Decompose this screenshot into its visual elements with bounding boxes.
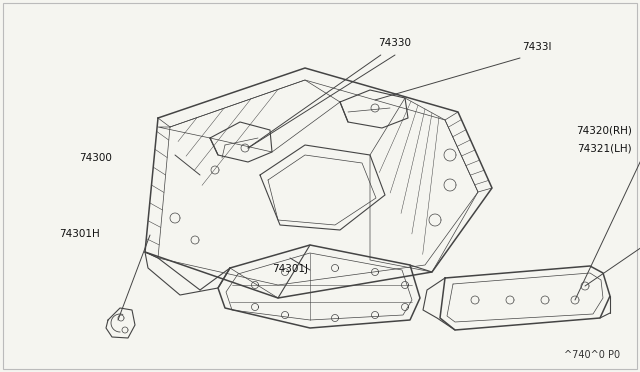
Text: 7433I: 7433I (522, 42, 552, 52)
Text: 74300: 74300 (79, 153, 112, 163)
Text: ^740^0 P0: ^740^0 P0 (564, 350, 620, 360)
Text: 74321(LH): 74321(LH) (577, 143, 632, 153)
Text: 74330: 74330 (378, 38, 412, 48)
Text: 74301H: 74301H (60, 229, 100, 239)
Text: 74320(RH): 74320(RH) (576, 125, 632, 135)
Text: 74301J: 74301J (272, 264, 308, 274)
